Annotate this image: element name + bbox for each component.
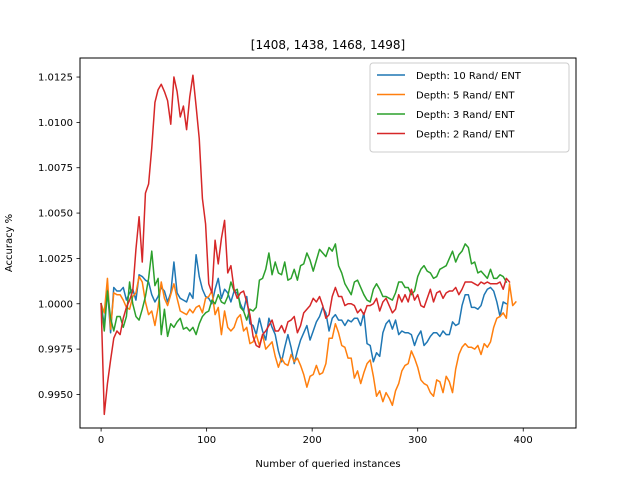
series-line-2 <box>100 243 508 338</box>
x-tick-label: 200 <box>303 435 322 446</box>
y-tick-label: 0.9950 <box>38 390 73 401</box>
y-axis-ticks: 0.9950 0.9975 1.0000 1.0025 1.0050 1.0075 1.01… <box>38 73 80 401</box>
x-tick-label: 300 <box>408 435 427 446</box>
legend-box <box>369 62 570 153</box>
y-tick-label: 1.0050 <box>38 209 73 220</box>
legend-label-0: Depth: 10 Rand/ ENT <box>416 71 522 82</box>
y-tick-label: 1.0075 <box>38 163 73 174</box>
x-tick-label: 100 <box>197 435 216 446</box>
y-tick-label: 0.9975 <box>38 345 73 356</box>
y-tick-label: 1.0125 <box>38 73 73 84</box>
chart-title: [1408, 1438, 1468, 1498] <box>251 38 405 52</box>
legend-label-2: Depth: 3 Rand/ ENT <box>416 110 515 121</box>
legend: Depth: 10 Rand/ ENT Depth: 5 Rand/ ENT Dep… <box>369 62 570 153</box>
y-tick-label: 1.0100 <box>38 118 73 129</box>
x-axis-label: Number of queried instances <box>255 459 400 470</box>
y-tick-label: 1.0025 <box>38 254 73 265</box>
legend-label-3: Depth: 2 Rand/ ENT <box>416 130 515 141</box>
x-tick-label: 400 <box>514 435 533 446</box>
x-tick-label: 0 <box>98 435 104 446</box>
series-line-3 <box>100 74 511 416</box>
plot-area-frame <box>79 57 577 429</box>
series-line-1 <box>100 275 517 407</box>
y-tick-label: 1.0000 <box>38 299 73 310</box>
legend-label-1: Depth: 5 Rand/ ENT <box>416 91 515 102</box>
y-axis-label: Accuracy % <box>4 214 15 272</box>
x-axis-ticks: 0 100 200 300 400 <box>98 428 533 446</box>
series-line-0 <box>100 254 508 365</box>
plot-lines <box>100 74 517 416</box>
